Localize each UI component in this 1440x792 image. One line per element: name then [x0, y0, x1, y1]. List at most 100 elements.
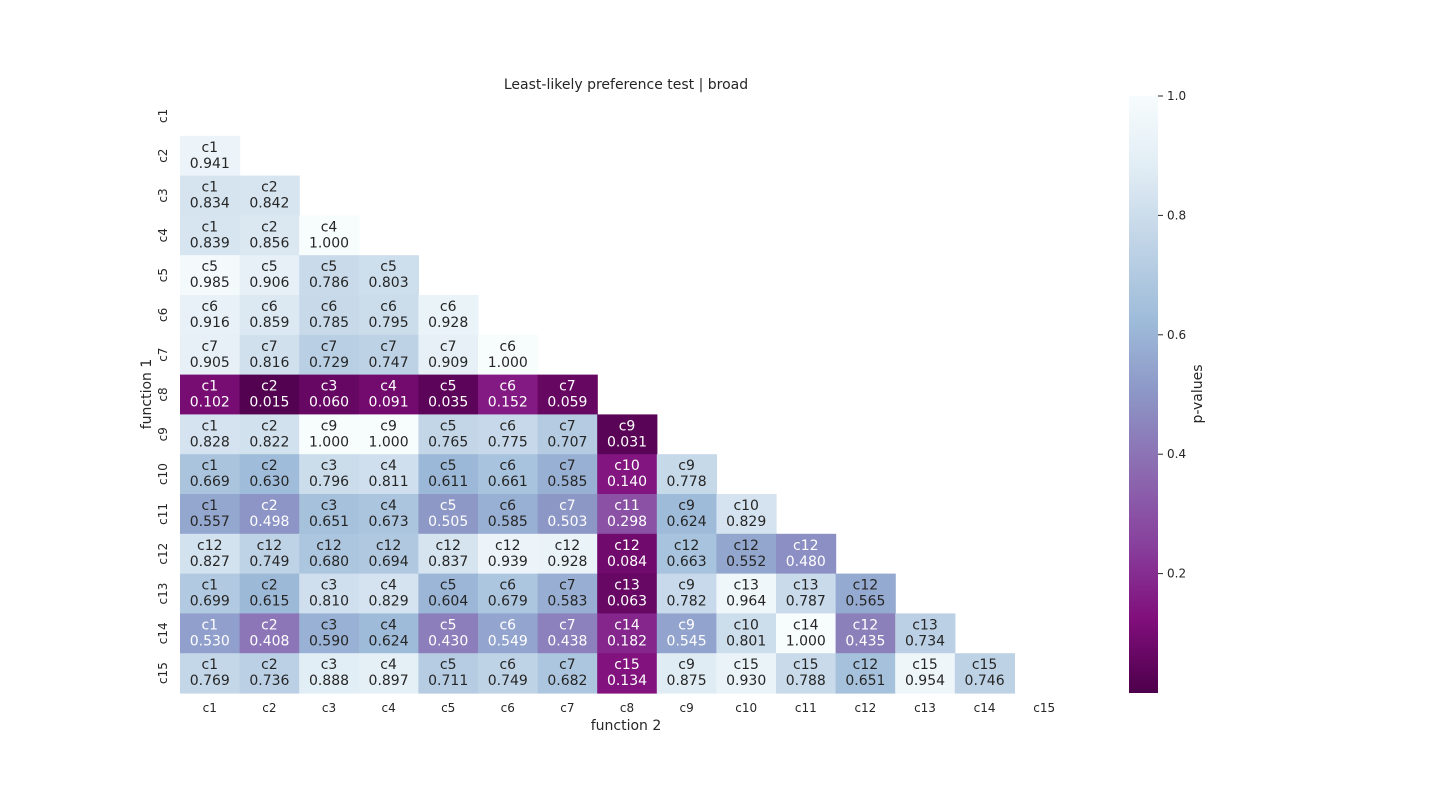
y-tick-label: c12	[156, 543, 170, 565]
cell-value: 0.837	[428, 554, 468, 570]
cell-value: 0.430	[428, 633, 468, 649]
cell-value: 0.015	[249, 395, 289, 411]
heatmap-cell	[299, 374, 360, 415]
heatmap-cell	[299, 255, 360, 296]
x-tick-label: c4	[381, 701, 395, 715]
cell-label: c2	[261, 498, 278, 514]
heatmap-cell	[656, 533, 717, 575]
cell-label: c7	[559, 617, 576, 633]
cell-label: c5	[201, 259, 218, 275]
cell-label: c3	[321, 617, 338, 633]
heatmap-cell	[597, 533, 658, 575]
cell-label: c6	[499, 498, 516, 514]
cell-value: 0.084	[607, 554, 647, 570]
heatmap-cell	[358, 334, 419, 376]
cell-value: 0.091	[369, 395, 409, 411]
y-tick-label: c5	[156, 268, 170, 282]
cell-value: 0.801	[726, 633, 766, 649]
y-tick-label: c2	[156, 149, 170, 163]
heatmap-cell	[716, 653, 777, 694]
cell-value: 0.408	[249, 633, 289, 649]
cell-label: c3	[321, 458, 338, 474]
colorbar-tick-label: 0.8	[1167, 208, 1186, 222]
heatmap-cell	[597, 573, 658, 614]
cell-value: 0.682	[547, 673, 587, 689]
y-tick-label: c9	[156, 427, 170, 441]
heatmap-cell	[537, 494, 598, 535]
heatmap-cell	[299, 573, 360, 614]
cell-value: 0.782	[667, 594, 707, 610]
cell-label: c2	[261, 458, 278, 474]
heatmap-cell	[180, 255, 241, 296]
cell-label: c4	[380, 458, 397, 474]
cell-label: c12	[435, 538, 461, 554]
heatmap-cell	[239, 175, 300, 216]
heatmap-cell	[299, 494, 360, 535]
colorbar-tick-label: 0.4	[1167, 447, 1186, 461]
cell-value: 0.134	[607, 673, 647, 689]
heatmap-cell	[537, 533, 598, 575]
cell-value: 0.615	[249, 594, 289, 610]
cell-value: 0.928	[428, 315, 468, 331]
heatmap-cell	[299, 454, 360, 495]
cell-label: c6	[499, 339, 516, 355]
heatmap-cell	[716, 613, 777, 654]
cell-label: c9	[678, 657, 695, 673]
cell-value: 0.905	[190, 355, 230, 371]
cell-label: c6	[499, 418, 516, 434]
heatmap-cell	[239, 414, 300, 455]
y-tick-label: c1	[156, 109, 170, 123]
cell-label: c9	[678, 617, 695, 633]
cell-label: c5	[261, 259, 278, 275]
cell-label: c13	[614, 578, 640, 594]
cell-label: c2	[261, 219, 278, 235]
cell-label: c1	[201, 578, 218, 594]
y-axis-label: function 1	[139, 359, 155, 430]
cell-value: 0.583	[547, 594, 587, 610]
cell-value: 0.875	[667, 673, 707, 689]
cell-label: c5	[380, 259, 397, 275]
cell-label: c7	[559, 379, 576, 395]
cell-value: 0.545	[667, 633, 707, 649]
cell-label: c5	[440, 418, 457, 434]
cell-value: 0.749	[488, 673, 528, 689]
heatmap-cell	[358, 653, 419, 694]
heatmap-cell	[478, 334, 539, 376]
cell-label: c12	[376, 538, 402, 554]
cell-label: c2	[261, 617, 278, 633]
heatmap-cell	[180, 533, 241, 575]
cell-value: 0.909	[428, 355, 468, 371]
heatmap-cell	[656, 454, 717, 495]
heatmap-cell	[537, 613, 598, 654]
cell-value: 0.829	[369, 594, 409, 610]
heatmap-cell	[656, 653, 717, 694]
cell-label: c6	[201, 299, 218, 315]
cell-value: 0.906	[249, 275, 289, 291]
cell-value: 0.557	[190, 514, 230, 530]
cell-value: 0.435	[845, 633, 885, 649]
heatmap-cell	[180, 613, 241, 654]
cell-label: c1	[201, 379, 218, 395]
x-tick-label: c12	[854, 701, 876, 715]
heatmap-cell	[358, 573, 419, 614]
heatmap-cell	[776, 653, 837, 694]
cell-value: 0.630	[249, 474, 289, 490]
cell-value: 0.438	[547, 633, 587, 649]
cell-value: 0.736	[249, 673, 289, 689]
cell-label: c14	[793, 617, 819, 633]
heatmap-cell	[239, 533, 300, 575]
cell-label: c7	[261, 339, 278, 355]
x-tick-label: c9	[679, 701, 693, 715]
cell-label: c1	[201, 180, 218, 196]
heatmap-cell	[716, 494, 777, 535]
heatmap-cell	[180, 135, 241, 177]
cell-label: c12	[793, 538, 819, 554]
cell-value: 0.585	[488, 514, 528, 530]
heatmap-cell	[776, 613, 837, 654]
heatmap-cell	[299, 613, 360, 654]
heatmap-cell	[239, 613, 300, 654]
heatmap-cell	[656, 613, 717, 654]
cell-label: c1	[201, 657, 218, 673]
cell-value: 0.059	[547, 395, 587, 411]
